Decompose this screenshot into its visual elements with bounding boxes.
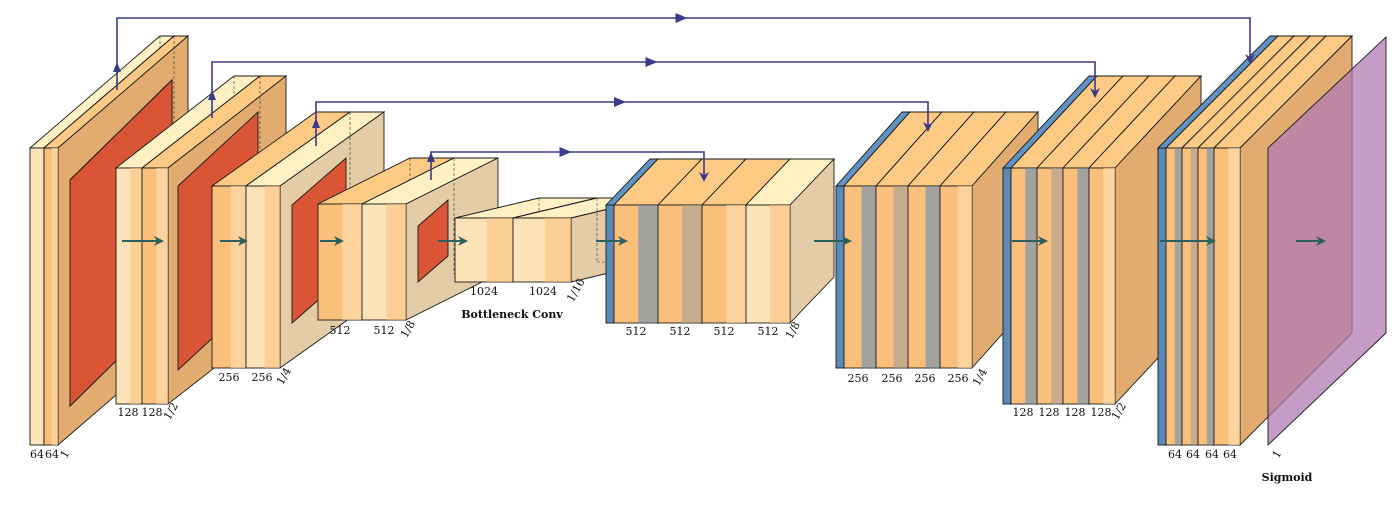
skip-connection-4-up-head bbox=[427, 152, 435, 162]
enc2-conv-a-stripe bbox=[130, 168, 142, 404]
label-dec3-ch2: 256 bbox=[882, 372, 903, 385]
bottleneck-caption: Bottleneck Conv bbox=[461, 308, 563, 321]
label-dec2-ch2: 128 bbox=[1039, 406, 1060, 419]
label-dec2-ch1: 128 bbox=[1013, 406, 1034, 419]
label-enc2-ch1: 128 bbox=[118, 406, 139, 419]
dec2-conv-b-stripe bbox=[1103, 168, 1115, 404]
label-output-scale: 1 bbox=[1270, 448, 1285, 461]
label-enc2-ch2: 128 bbox=[142, 406, 163, 419]
skip-connection-2-up-head bbox=[208, 90, 216, 100]
label-enc3-ch1: 256 bbox=[219, 371, 240, 384]
dec1-conv-a-stripe bbox=[1206, 148, 1214, 445]
label-bottleneck-ch1: 1024 bbox=[470, 285, 498, 298]
dec4-concat-a-stripe bbox=[638, 205, 658, 323]
skip-connection-4-mid-head bbox=[559, 147, 572, 157]
dec1-conv-b-stripe bbox=[1228, 148, 1240, 445]
enc4-conv-b-stripe bbox=[386, 204, 406, 320]
enc4-conv-b bbox=[361, 157, 499, 321]
dec2-conv-a-stripe bbox=[1077, 168, 1089, 404]
label-dec1-ch3: 64 bbox=[1205, 448, 1219, 461]
label-dec1-ch1: 64 bbox=[1168, 448, 1182, 461]
skip-connections bbox=[113, 13, 1255, 182]
label-enc1-ch1: 64 bbox=[30, 448, 44, 461]
dec3-conv-a-stripe bbox=[925, 186, 940, 368]
label-dec3-ch1: 256 bbox=[848, 372, 869, 385]
label-enc3-scale: 1/4 bbox=[274, 365, 294, 387]
enc3-conv-a-stripe bbox=[230, 186, 246, 368]
label-enc4-ch2: 512 bbox=[374, 324, 395, 337]
label-enc4-ch1: 512 bbox=[330, 324, 351, 337]
dec3-conv-b-stripe bbox=[957, 186, 972, 368]
dec4-conv-b bbox=[744, 157, 836, 325]
dec2-upconv-front bbox=[1002, 167, 1012, 405]
enc2-conv-b-stripe bbox=[156, 168, 168, 404]
enc4-conv-a-stripe bbox=[342, 204, 362, 320]
dec4-conv-b-stripe bbox=[770, 205, 790, 323]
label-dec2-ch4: 128 bbox=[1091, 406, 1112, 419]
skip-connection-1-mid-head bbox=[675, 13, 688, 23]
enc1-conv-b-stripe bbox=[51, 148, 58, 445]
skip-connection-1-up-head bbox=[113, 62, 121, 72]
label-dec3-ch4: 256 bbox=[948, 372, 969, 385]
skip-connection-1 bbox=[116, 17, 1255, 90]
enc3-conv-b-stripe bbox=[264, 186, 280, 368]
dec3-concat-b-stripe bbox=[893, 186, 908, 368]
skip-connection-3 bbox=[315, 101, 933, 146]
dec2-concat-b-stripe bbox=[1051, 168, 1063, 404]
label-dec4-ch4: 512 bbox=[758, 325, 779, 338]
skip-connection-3-mid-head bbox=[614, 97, 626, 107]
label-dec2-ch3: 128 bbox=[1065, 406, 1086, 419]
bottleneck-conv-b-stripe bbox=[544, 218, 571, 282]
label-dec4-ch3: 512 bbox=[714, 325, 735, 338]
label-dec4-ch1: 512 bbox=[626, 325, 647, 338]
dec3-upconv-front bbox=[835, 185, 845, 369]
dec1-concat-b-stripe bbox=[1190, 148, 1198, 445]
label-dec4-ch2: 512 bbox=[670, 325, 691, 338]
bottleneck-conv-a-stripe bbox=[486, 218, 513, 282]
dec4-concat-b-stripe bbox=[682, 205, 702, 323]
label-bottleneck-ch2: 1024 bbox=[529, 285, 557, 298]
enc1-conv-a-front bbox=[29, 147, 45, 446]
dec4-conv-a-stripe bbox=[726, 205, 746, 323]
label-dec3-scale: 1/4 bbox=[970, 366, 990, 388]
label-enc1-scale: 1 bbox=[58, 448, 73, 461]
label-enc3-ch2: 256 bbox=[252, 371, 273, 384]
dec4-upconv-front bbox=[605, 204, 615, 324]
label-dec1-ch4: 64 bbox=[1223, 448, 1237, 461]
skip-connection-2-mid-head bbox=[645, 57, 658, 67]
label-dec3-ch3: 256 bbox=[915, 372, 936, 385]
dec1-upconv-front bbox=[1157, 147, 1167, 446]
dec1-concat-a-stripe bbox=[1174, 148, 1182, 445]
skip-connection-2 bbox=[211, 61, 1100, 118]
dec3-concat-a-stripe bbox=[861, 186, 876, 368]
sigmoid-caption: Sigmoid bbox=[1262, 471, 1313, 484]
enc4-pool-face bbox=[417, 199, 449, 283]
skip-connection-3-up-head bbox=[312, 118, 320, 128]
label-enc1-ch2: 64 bbox=[45, 448, 59, 461]
dec2-concat-a-stripe bbox=[1025, 168, 1037, 404]
label-dec1-ch2: 64 bbox=[1186, 448, 1200, 461]
output-sigmoid-slab bbox=[1267, 35, 1387, 447]
label-enc4-scale: 1/8 bbox=[398, 318, 418, 340]
